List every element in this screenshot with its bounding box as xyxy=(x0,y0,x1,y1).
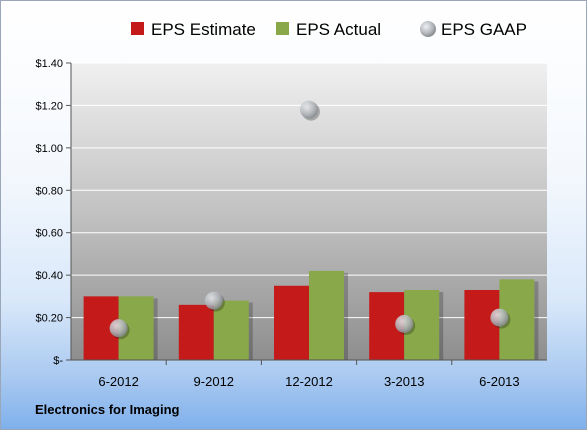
y-tick-label: $0.60 xyxy=(35,228,63,240)
point-eps-gaap xyxy=(109,319,128,338)
bar-eps-actual xyxy=(309,270,344,360)
x-tick-label: 12-2012 xyxy=(285,374,333,389)
y-tick-label: $0.80 xyxy=(35,185,63,197)
x-tick-label: 3-2013 xyxy=(384,374,424,389)
point-eps-gaap xyxy=(204,291,223,310)
x-tick-label: 6-2013 xyxy=(479,374,519,389)
legend-label: EPS GAAP xyxy=(441,20,527,39)
bar-eps-estimate xyxy=(464,289,500,360)
x-axis: 6-2012 9-2012 12-2012 3-2013 6-2013 xyxy=(71,359,547,389)
x-tick-label: 9-2012 xyxy=(194,374,234,389)
legend-swatch-eps-actual xyxy=(276,22,289,35)
legend-label: EPS Actual xyxy=(296,20,381,39)
company-label: Electronics for Imaging xyxy=(35,402,180,417)
y-tick-label: $0.20 xyxy=(35,313,63,325)
y-tick-label: $- xyxy=(53,355,63,367)
legend-label: EPS Estimate xyxy=(151,20,256,39)
bar-eps-estimate xyxy=(274,285,309,360)
x-tick-label: 6-2012 xyxy=(98,374,138,389)
bars xyxy=(83,270,539,360)
y-tick-label: $0.40 xyxy=(35,270,63,282)
legend: EPS Estimate EPS Actual EPS GAAP xyxy=(131,20,527,39)
y-tick-label: $1.40 xyxy=(35,58,63,70)
bar-eps-estimate xyxy=(178,304,214,360)
legend-swatch-eps-gaap xyxy=(420,21,436,37)
bar-eps-actual xyxy=(213,300,249,360)
gaap-points xyxy=(109,100,511,340)
legend-swatch-eps-estimate xyxy=(131,22,144,35)
y-axis: $- $0.20 $0.40 $0.60 $0.80 $1.00 $1.20 $1.40 xyxy=(35,58,72,367)
point-eps-gaap xyxy=(395,314,414,333)
point-eps-gaap xyxy=(300,100,318,119)
point-eps-gaap xyxy=(490,308,509,327)
y-tick-label: $1.20 xyxy=(35,100,63,112)
y-tick-label: $1.00 xyxy=(35,143,63,155)
